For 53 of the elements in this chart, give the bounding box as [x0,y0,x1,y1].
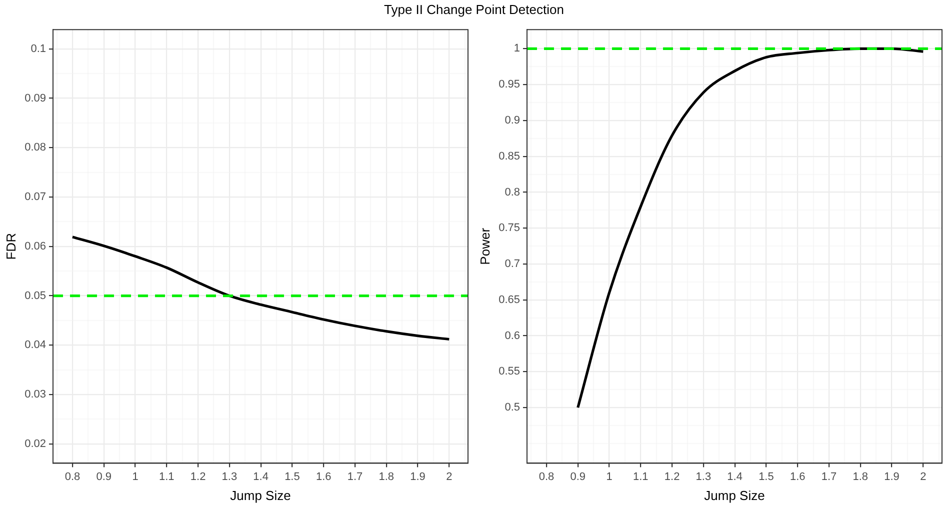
y-tick-label: 0.8 [504,186,520,198]
y-axis-title: FDR [3,233,18,260]
y-tick-label: 0.65 [498,294,520,306]
line-series [576,47,924,409]
x-tick-label: 2 [446,470,452,483]
y-tick-label: 0.06 [24,240,46,252]
y-tick-label: 0.04 [24,339,46,352]
y-tick-label: 0.55 [498,366,520,378]
chart-title: Type II Change Point Detection [383,1,565,19]
y-tick-label: 0.75 [498,222,520,234]
x-tick-label: 1.9 [410,470,426,483]
x-axis-title: Jump Size [704,488,765,503]
x-tick-label: 1 [132,470,138,483]
x-tick-label: 0.9 [570,470,586,483]
x-tick-label: 0.8 [64,470,80,483]
y-tick-label: 0.7 [504,258,520,270]
y-tick-label: 0.07 [24,191,46,204]
x-tick-label: 1.1 [158,470,174,483]
y-tick-label: 0.6 [504,330,520,342]
x-tick-label: 1 [606,470,612,483]
x-tick-label: 1.8 [852,470,868,483]
x-tick-label: 1.4 [253,470,268,483]
x-tick-label: 0.8 [538,470,554,483]
y-tick-label: 0.05 [24,290,46,302]
x-tick-label: 0.9 [96,470,112,483]
x-axis-title: Jump Size [230,488,291,503]
x-tick-label: 1.1 [632,470,648,483]
y-tick-label: 0.03 [24,388,46,401]
y-tick-label: 0.95 [498,78,520,91]
y-tick-label: 1 [514,42,520,55]
x-tick-label: 1.5 [758,470,774,483]
x-tick-label: 1.5 [284,470,300,483]
y-tick-label: 0.1 [30,42,46,55]
y-axis-title: Power [477,227,492,265]
x-tick-label: 1.6 [316,470,332,483]
x-tick-label: 1.2 [664,470,680,483]
x-tick-label: 1.7 [347,470,363,483]
y-tick-label: 0.08 [24,142,46,154]
y-tick-label: 0.85 [498,150,520,162]
x-tick-label: 1.2 [190,470,206,483]
x-tick-label: 1.6 [790,470,806,483]
x-tick-label: 1.4 [727,470,742,483]
x-tick-label: 2 [920,470,926,483]
y-tick-label: 0.9 [504,114,520,126]
line-series [71,236,450,341]
y-tick-label: 0.02 [24,438,46,450]
y-tick-label: 0.09 [24,92,46,104]
x-tick-label: 1.8 [378,470,394,483]
x-tick-label: 1.9 [884,470,900,483]
x-tick-label: 1.3 [222,470,238,483]
y-tick-label: 0.5 [504,402,520,414]
x-tick-label: 1.7 [821,470,837,483]
x-tick-label: 1.3 [696,470,712,483]
